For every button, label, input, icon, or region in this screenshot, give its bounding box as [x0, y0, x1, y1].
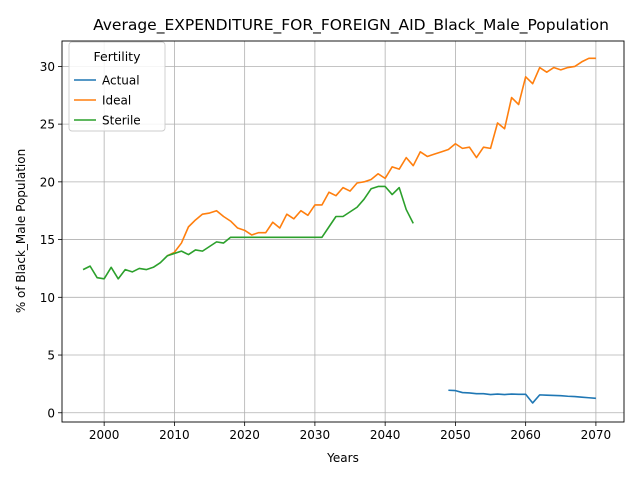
legend-label-actual: Actual	[102, 74, 140, 88]
series-line-actual	[448, 389, 596, 404]
y-tick-label: 10	[40, 291, 55, 305]
series-lines	[82, 57, 596, 404]
legend-label-sterile: Sterile	[102, 114, 141, 128]
x-tick-label: 2010	[159, 428, 190, 442]
y-tick-label: 5	[47, 349, 55, 363]
x-tick-label: 2060	[510, 428, 541, 442]
x-tick-label: 2050	[440, 428, 471, 442]
legend: Fertility Actual Ideal Sterile	[68, 41, 166, 132]
y-tick-label: 0	[47, 406, 55, 420]
grid-lines	[62, 41, 624, 422]
x-axis-label: Years	[326, 451, 359, 465]
series-line-ideal	[167, 57, 596, 257]
y-tick-label: 15	[40, 233, 55, 247]
legend-label-ideal: Ideal	[102, 94, 131, 108]
x-tick-label: 2000	[89, 428, 120, 442]
x-axis-ticks: 2000 2010 2020 2030 2040 2050 2060 2070	[89, 422, 611, 442]
x-tick-label: 2020	[229, 428, 260, 442]
y-axis-label: % of Black_Male Population	[14, 149, 28, 313]
y-tick-label: 30	[40, 60, 55, 74]
legend-title: Fertility	[94, 49, 142, 64]
legend-items: Actual Ideal Sterile	[74, 74, 141, 128]
series-line-sterile	[82, 185, 414, 280]
plot-frame	[61, 40, 625, 423]
y-tick-label: 20	[40, 175, 55, 189]
x-tick-label: 2040	[370, 428, 401, 442]
chart-title: Average_EXPENDITURE_FOR_FOREIGN_AID_Blac…	[93, 16, 609, 35]
y-tick-label: 25	[40, 118, 55, 132]
legend-box	[68, 41, 166, 132]
y-axis-ticks: 0 5 10 15 20 25 30	[40, 60, 62, 420]
x-tick-label: 2030	[300, 428, 331, 442]
x-tick-label: 2070	[581, 428, 612, 442]
